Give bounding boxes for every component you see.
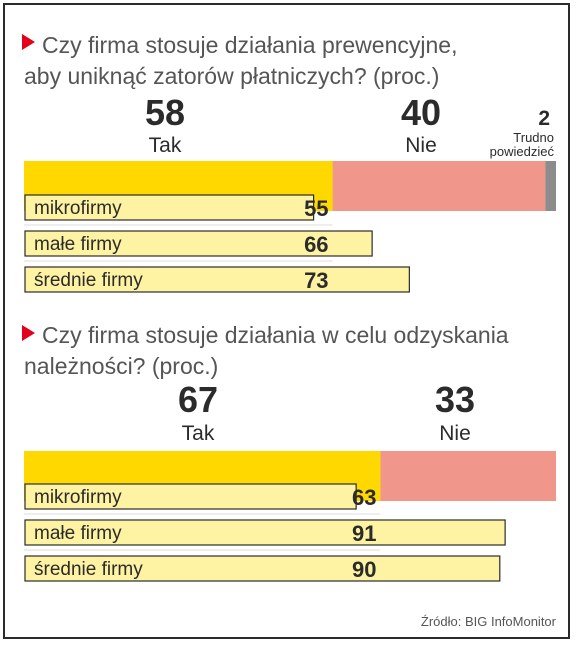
breakdown-category-label: mikrofirmy: [34, 198, 122, 219]
breakdown-bar: [24, 483, 357, 510]
no-label: Nie: [405, 134, 437, 157]
question-title-line: Czy firma stosuje działania prewencyjne,: [42, 32, 457, 58]
breakdown-bar: [24, 194, 315, 221]
no-value: 33: [435, 379, 475, 420]
breakdown-category-label: mikrofirmy: [34, 487, 122, 508]
breakdown-value: 90: [352, 557, 376, 582]
breakdown-bar: [24, 266, 410, 293]
bar-segment-no: [380, 451, 556, 501]
unsure-value: 2: [538, 107, 550, 130]
yes-label: Tak: [182, 422, 215, 445]
unsure-label-line: Trudno: [513, 130, 554, 145]
yes-value: 58: [145, 92, 185, 133]
breakdown-bar: [24, 519, 506, 546]
no-value: 40: [401, 92, 441, 133]
yes-value: 67: [178, 379, 218, 420]
question-title-line: aby uniknąć zatorów płatniczych? (proc.): [24, 63, 439, 89]
question-marker-icon: [22, 34, 35, 50]
breakdown-bar: [24, 555, 501, 582]
breakdown-value: 91: [352, 521, 376, 546]
breakdown-value: 63: [352, 485, 376, 510]
bar-segment-no: [332, 161, 546, 211]
breakdown-value: 55: [304, 196, 328, 221]
unsure-label-line: powiedzieć: [490, 144, 555, 159]
breakdown-bar: [24, 230, 373, 257]
breakdown-category-label: średnie firmy: [34, 270, 143, 291]
breakdown-category-label: małe firmy: [34, 234, 122, 255]
breakdown-value: 73: [304, 268, 328, 293]
breakdown-category-label: małe firmy: [34, 523, 122, 544]
bar-segment-unsure: [545, 161, 556, 211]
no-label: Nie: [439, 422, 471, 445]
question-title-line: Czy firma stosuje działania w celu odzys…: [42, 322, 509, 348]
question-marker-icon: [22, 325, 35, 341]
breakdown-category-label: średnie firmy: [34, 559, 143, 580]
breakdown-value: 66: [304, 232, 328, 257]
question-title-line: należności? (proc.): [24, 353, 218, 379]
source-text: Źródło: BIG InfoMonitor: [421, 614, 557, 629]
yes-label: Tak: [149, 134, 182, 157]
